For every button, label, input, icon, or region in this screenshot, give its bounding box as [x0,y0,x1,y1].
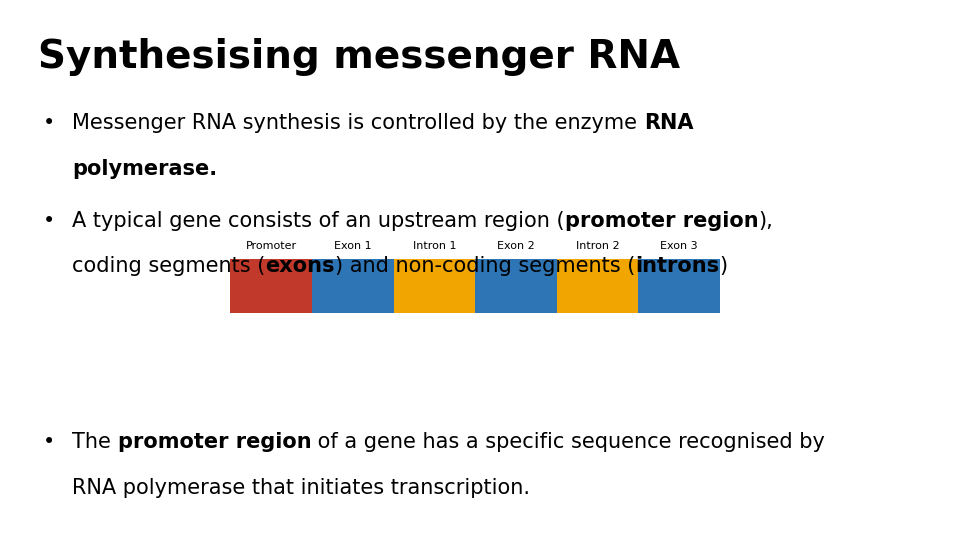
Text: promoter region: promoter region [117,432,311,452]
Text: •: • [43,432,56,452]
Text: A typical gene consists of an upstream region (: A typical gene consists of an upstream r… [72,211,564,231]
Text: ) and non-coding segments (: ) and non-coding segments ( [335,256,636,276]
Text: Intron 1: Intron 1 [413,241,456,251]
Text: exons: exons [265,256,335,276]
Text: Intron 2: Intron 2 [576,241,619,251]
Text: RNA polymerase that initiates transcription.: RNA polymerase that initiates transcript… [72,478,530,498]
Text: of a gene has a specific sequence recognised by: of a gene has a specific sequence recogn… [311,432,825,452]
Text: RNA: RNA [643,113,693,133]
Text: •: • [43,211,56,231]
Polygon shape [230,259,312,313]
Text: promoter region: promoter region [564,211,758,231]
Text: ),: ), [758,211,773,231]
Text: introns: introns [636,256,719,276]
Polygon shape [312,259,394,313]
Polygon shape [394,259,475,313]
Text: •: • [43,113,56,133]
Text: The: The [72,432,117,452]
Polygon shape [638,259,720,313]
Polygon shape [475,259,557,313]
Text: coding segments (: coding segments ( [72,256,265,276]
Text: Exon 3: Exon 3 [660,241,698,251]
Text: Exon 1: Exon 1 [334,241,372,251]
Text: Promoter: Promoter [246,241,297,251]
Text: Exon 2: Exon 2 [497,241,535,251]
Text: ): ) [719,256,728,276]
Text: Synthesising messenger RNA: Synthesising messenger RNA [38,38,681,76]
Text: Messenger RNA synthesis is controlled by the enzyme: Messenger RNA synthesis is controlled by… [72,113,643,133]
Polygon shape [557,259,638,313]
Text: polymerase.: polymerase. [72,159,217,179]
